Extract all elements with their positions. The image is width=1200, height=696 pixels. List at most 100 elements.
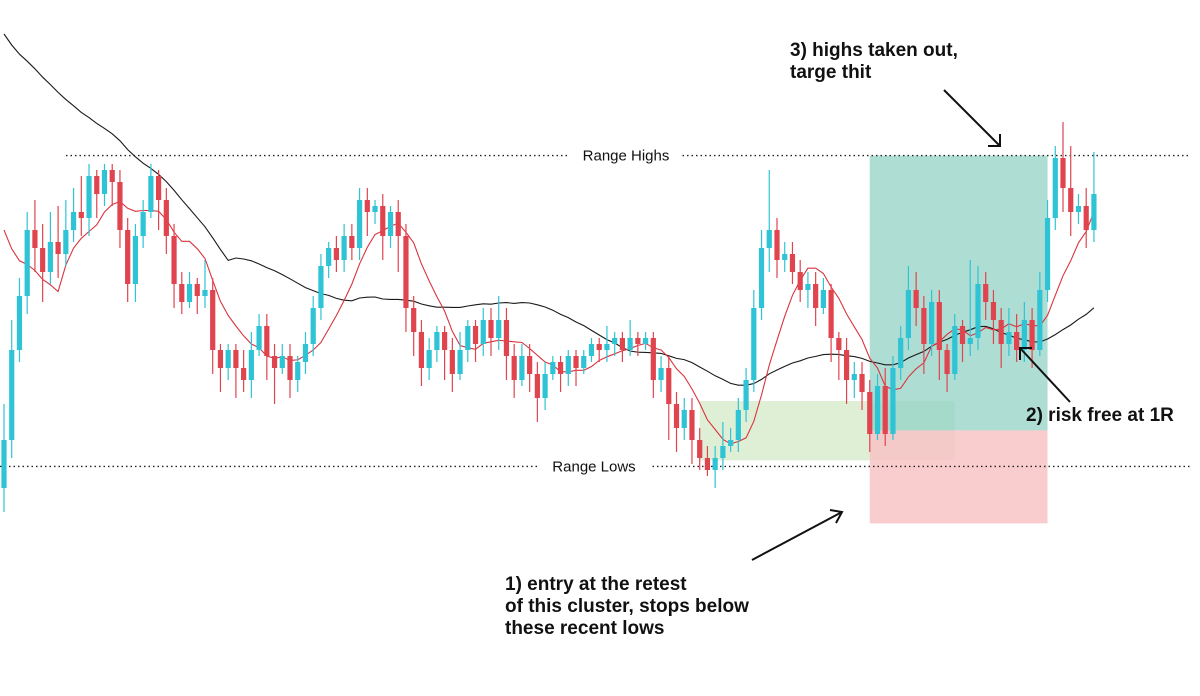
candle-body	[650, 338, 656, 380]
annotation-entry-line-3: these recent lows	[505, 618, 665, 639]
candle	[619, 332, 625, 362]
candle-body	[326, 248, 332, 266]
candle-body	[186, 284, 193, 302]
candle-body	[47, 242, 53, 272]
candle	[55, 206, 61, 278]
candle	[805, 272, 811, 308]
candle	[395, 200, 401, 272]
candle	[704, 446, 711, 476]
candle	[534, 362, 540, 422]
candle-body	[1006, 332, 1012, 344]
candle	[519, 344, 525, 386]
candle-body	[418, 332, 425, 368]
candle	[550, 356, 556, 380]
candle-body	[109, 170, 115, 182]
candle-body	[395, 212, 401, 236]
candle-body	[241, 368, 247, 380]
annotation-entry: 1) entry at the retest of this cluster, …	[505, 574, 749, 640]
candle	[1044, 200, 1051, 302]
candle	[488, 308, 494, 356]
candle	[929, 290, 935, 356]
candle-body	[867, 392, 873, 434]
candle	[32, 200, 38, 272]
stop-zone-rect	[869, 430, 1048, 524]
candle	[859, 362, 865, 410]
candle	[758, 230, 765, 320]
candle-body	[743, 380, 749, 410]
annotation-risk-free: 2) risk free at 1R	[1026, 405, 1174, 427]
candle	[604, 326, 610, 362]
candle	[511, 344, 517, 398]
annotation-entry-line-1: 1) entry at the retest	[505, 574, 687, 595]
candle	[874, 374, 881, 440]
candle	[16, 278, 23, 362]
candlesticks	[1, 122, 1097, 512]
candle-body	[1068, 188, 1074, 212]
range-highs-label: Range Highs	[583, 148, 670, 165]
candle-body	[156, 176, 162, 200]
candle-body	[828, 290, 834, 338]
candle-body	[527, 356, 533, 374]
candle	[387, 206, 394, 248]
candle-body	[735, 410, 741, 440]
candle-body	[148, 176, 154, 212]
candle-body	[403, 236, 409, 308]
candle	[63, 200, 69, 266]
candle-body	[310, 308, 316, 344]
candle-body	[63, 230, 69, 254]
candle-body	[210, 290, 216, 350]
candle	[1029, 308, 1035, 368]
candle	[581, 350, 587, 374]
candle-body	[789, 254, 796, 272]
trade-zones	[699, 155, 1048, 524]
candle	[163, 188, 169, 254]
candle	[171, 224, 177, 308]
candle-body	[720, 446, 726, 458]
candle	[472, 320, 479, 362]
candle-body	[1037, 290, 1043, 350]
annotation-entry-line-2: of this cluster, stops below	[505, 596, 749, 617]
candle-body	[295, 362, 301, 380]
candle-body	[658, 368, 664, 380]
candle	[78, 176, 84, 236]
candle	[1060, 122, 1066, 212]
candle-body	[364, 200, 370, 212]
candle-body	[70, 212, 77, 230]
candle	[449, 338, 455, 392]
candle-body	[751, 308, 757, 380]
candle	[658, 356, 664, 392]
candle	[295, 356, 301, 392]
candle	[225, 344, 231, 380]
candle	[813, 272, 819, 326]
candle-body	[581, 356, 587, 368]
candle-body	[40, 248, 46, 272]
candle-body	[967, 338, 973, 344]
candle	[905, 266, 912, 350]
candle-body	[805, 284, 811, 290]
candle	[442, 326, 448, 380]
candle	[194, 278, 200, 314]
candle	[642, 332, 649, 350]
candle	[9, 320, 15, 458]
candle	[689, 398, 695, 464]
slow-moving-average-line	[3, 33, 1095, 386]
candle	[990, 290, 997, 344]
candle-body	[990, 302, 997, 320]
candle	[264, 314, 270, 380]
candle	[125, 218, 131, 302]
candle	[210, 278, 216, 374]
candle-body	[550, 362, 556, 374]
candle	[789, 242, 796, 284]
candle	[542, 362, 548, 410]
candle-body	[1029, 320, 1035, 350]
candle	[40, 224, 46, 302]
candle-body	[604, 344, 610, 350]
candle	[1068, 146, 1074, 236]
candle-body	[9, 350, 15, 440]
candle	[186, 272, 193, 308]
candle	[109, 164, 115, 206]
candle	[697, 428, 703, 470]
candle	[480, 308, 486, 356]
target-zone-rect	[869, 155, 1048, 431]
candle	[1075, 194, 1082, 224]
